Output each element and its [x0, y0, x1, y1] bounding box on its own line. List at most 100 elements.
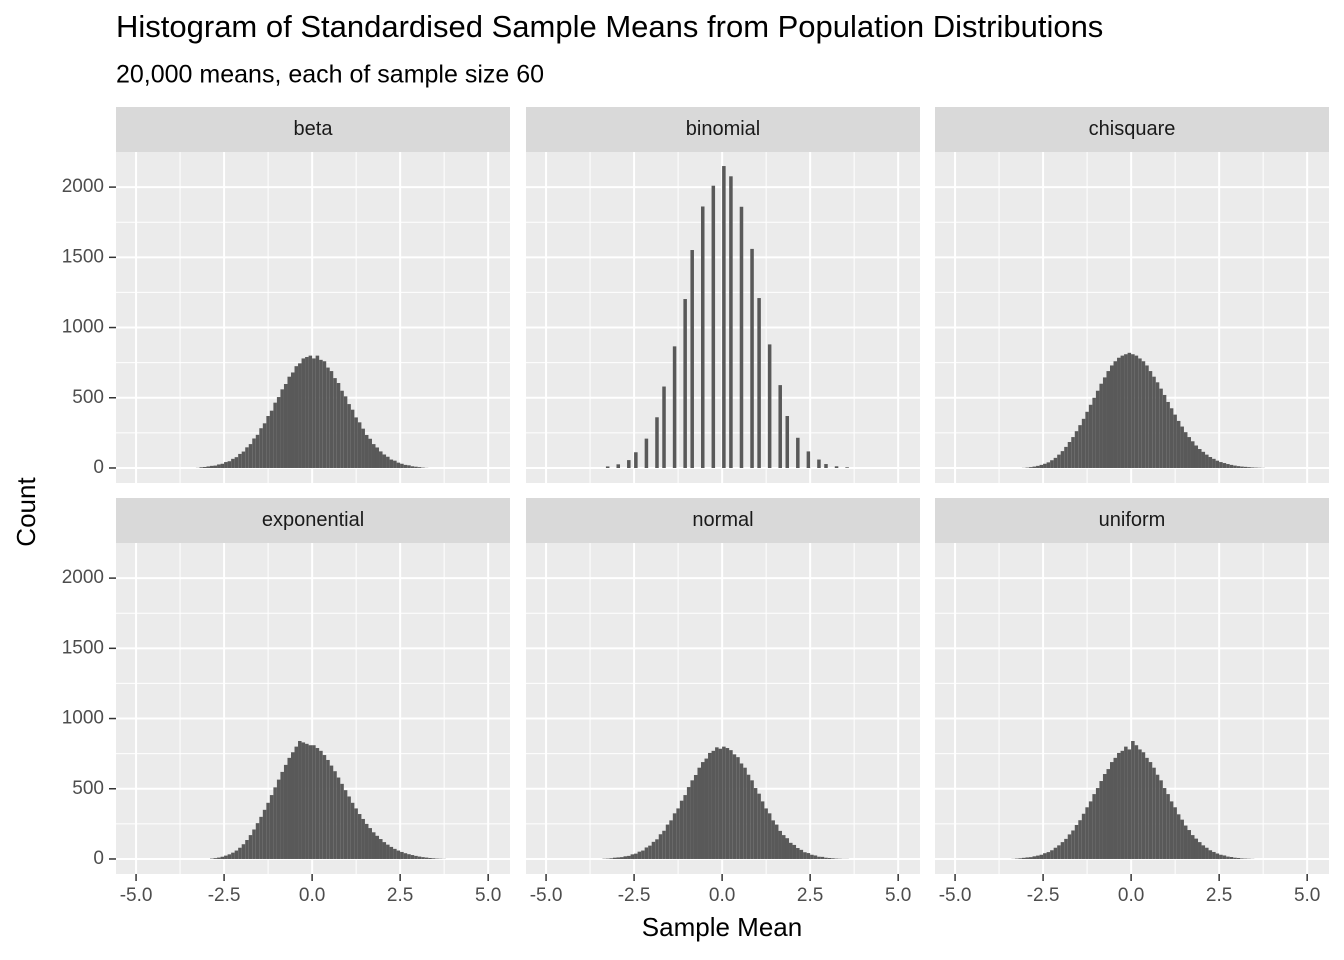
histogram-bar [1194, 445, 1199, 468]
x-tick-label: 2.5 [1206, 885, 1232, 906]
histogram-bar [1036, 465, 1040, 468]
histogram-bar [648, 845, 652, 859]
histogram-bar [1113, 757, 1118, 859]
histogram-bar [403, 853, 408, 859]
histogram-bar [711, 750, 716, 859]
histogram-bar [1222, 463, 1227, 468]
histogram-bar [276, 397, 281, 468]
strip-label: beta [294, 118, 334, 140]
histogram-bar [1212, 851, 1216, 859]
histogram-bar [1152, 767, 1156, 859]
histogram-bar [287, 376, 291, 468]
histogram-bar [831, 858, 835, 859]
histogram-bar [1219, 854, 1223, 859]
x-tick-label: -2.5 [208, 885, 241, 906]
histogram-bar [322, 361, 327, 468]
histogram-bar [1134, 355, 1139, 468]
histogram-bar [1064, 838, 1068, 859]
strip-label: binomial [686, 118, 760, 140]
histogram-bar [417, 467, 422, 468]
x-tick-label: -5.0 [939, 885, 972, 906]
histogram-bar [1120, 355, 1125, 468]
histogram-bar [616, 857, 621, 859]
histogram-bar [655, 417, 659, 468]
histogram-bar [333, 771, 337, 859]
histogram-bar [1106, 371, 1110, 468]
histogram-bar [357, 814, 362, 859]
histogram-bar [1081, 813, 1086, 859]
histogram-bar [396, 850, 401, 859]
histogram-bar [379, 451, 383, 468]
histogram-bar [347, 796, 351, 859]
histogram-bar [644, 847, 649, 859]
histogram-bar [1053, 457, 1058, 468]
histogram-bar [1141, 752, 1146, 859]
histogram-bar [1067, 834, 1072, 859]
histogram-bar [616, 464, 621, 468]
histogram-bar [273, 402, 277, 468]
histogram-bar [700, 762, 705, 859]
histogram-bar [1099, 781, 1103, 859]
histogram-bar [375, 835, 380, 859]
histogram-bar [743, 767, 747, 859]
histogram-bar [750, 780, 754, 859]
histogram-bar [371, 832, 376, 859]
histogram-bar [364, 434, 369, 468]
histogram-bar [757, 793, 761, 859]
histogram-bar [319, 750, 323, 859]
histogram-bar [817, 856, 821, 859]
histogram-bar [1036, 855, 1040, 859]
histogram-bar [1095, 390, 1100, 468]
histogram-bar [1166, 794, 1170, 859]
histogram-bar [382, 454, 387, 468]
histogram-bar [329, 371, 334, 468]
y-tick-label: 1000 [62, 708, 104, 729]
histogram-bar [340, 783, 344, 859]
histogram-bar [1247, 467, 1251, 468]
histogram-bar [1124, 354, 1128, 468]
histogram-bar [1173, 807, 1177, 859]
histogram-bar [234, 457, 239, 468]
x-tick-label: -2.5 [1027, 885, 1060, 906]
histogram-bar [1250, 467, 1255, 468]
histogram-bar [1032, 466, 1037, 468]
histogram-bar [1190, 441, 1195, 468]
histogram-bar [382, 842, 387, 859]
histogram-bar [722, 746, 726, 859]
histogram-bar [803, 852, 807, 859]
histogram-bar [764, 808, 768, 859]
histogram-bar [424, 857, 429, 859]
histogram-bar [1173, 414, 1177, 468]
y-tick-label: 1500 [62, 637, 104, 658]
histogram-bar [227, 461, 232, 468]
histogram-bar [326, 759, 330, 859]
histogram-bar [1187, 437, 1191, 468]
histogram-bar [1088, 801, 1093, 859]
histogram-bar [644, 438, 649, 468]
histogram-bar [1198, 449, 1202, 468]
histogram-bar [1155, 382, 1160, 468]
histogram-bar [1043, 853, 1047, 859]
histogram-bar [1243, 466, 1248, 468]
strip-background [526, 498, 920, 543]
histogram-bar [266, 416, 270, 468]
histogram-bar [298, 363, 302, 468]
histogram-bar [669, 820, 673, 859]
histogram-bar [1078, 820, 1082, 859]
strip-label: exponential [262, 509, 364, 531]
histogram-bar [1162, 394, 1167, 468]
histogram-bar [368, 828, 372, 859]
x-tick-label: 2.5 [387, 885, 413, 906]
histogram-bar [1029, 857, 1033, 859]
y-tick-label: 0 [93, 457, 104, 478]
histogram-bar [1120, 750, 1125, 859]
histogram-bar [255, 823, 260, 859]
histogram-bar [213, 858, 218, 859]
histogram-bar [1155, 774, 1160, 859]
histogram-bar [637, 851, 642, 859]
histogram-bar [241, 451, 246, 468]
histogram-bar [1127, 352, 1132, 468]
x-axis-title: Sample Mean [642, 912, 802, 942]
histogram-bar [665, 824, 670, 859]
histogram-bar [414, 855, 418, 859]
